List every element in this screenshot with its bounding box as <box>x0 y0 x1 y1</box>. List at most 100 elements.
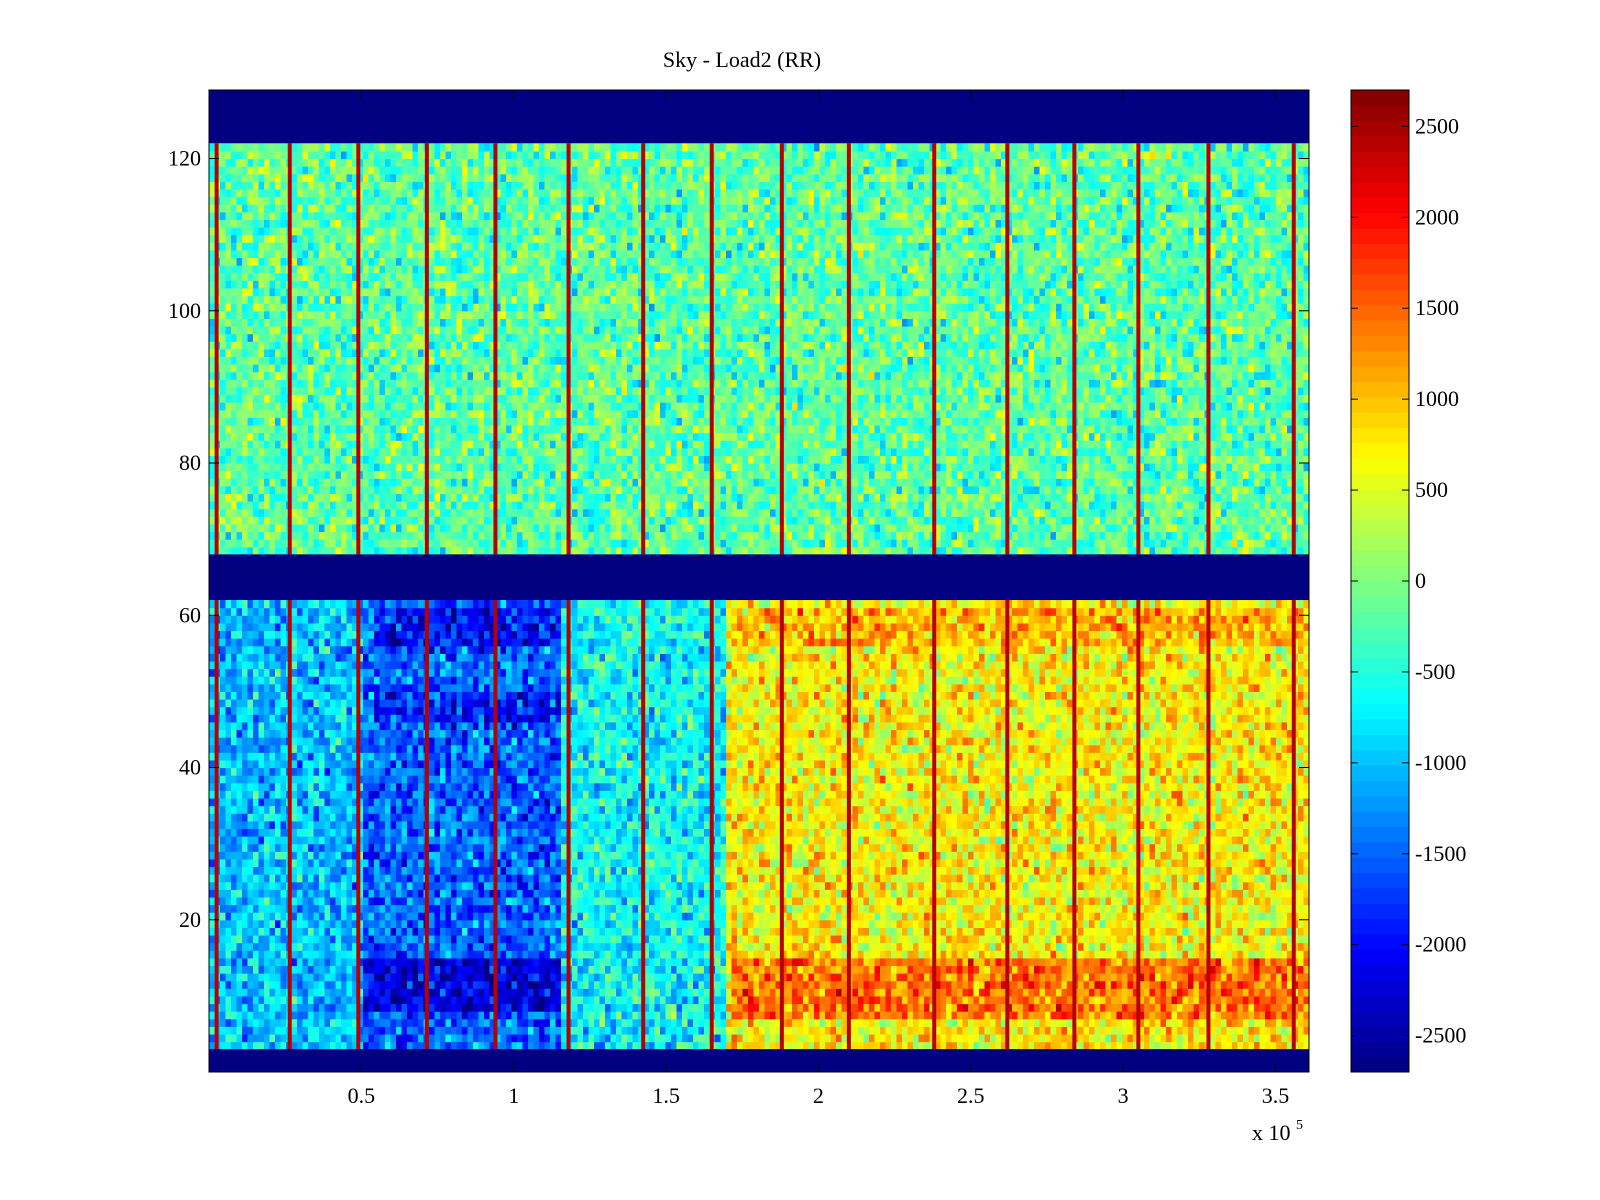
heatmap-cell <box>599 980 606 989</box>
heatmap-cell <box>885 957 892 967</box>
heatmap-cell <box>841 896 848 906</box>
heatmap-cell <box>1133 896 1140 906</box>
heatmap-cell <box>511 1033 518 1043</box>
heatmap-cell <box>1127 934 1134 944</box>
heatmap-cell <box>407 1011 414 1020</box>
heatmap-cell <box>643 889 650 898</box>
heatmap-cell <box>764 965 771 974</box>
heatmap-cell <box>1100 904 1107 913</box>
heatmap-cell <box>374 881 381 890</box>
heatmap-cell <box>1034 934 1041 944</box>
heatmap-cell <box>1100 896 1107 906</box>
heatmap-cell <box>968 957 975 967</box>
heatmap-cell <box>302 919 309 928</box>
heatmap-cell <box>396 874 403 883</box>
heatmap-cell <box>665 927 672 936</box>
heatmap-cell <box>1243 942 1250 951</box>
heatmap-cell <box>1017 889 1024 898</box>
heatmap-cell <box>506 1026 513 1035</box>
heatmap-cell <box>891 957 898 967</box>
heatmap-cell <box>1237 919 1244 928</box>
heatmap-cell <box>814 919 821 928</box>
heatmap-cell <box>1028 919 1035 928</box>
heatmap-cell <box>830 988 837 997</box>
heatmap-cell <box>984 874 991 883</box>
heatmap-cell <box>819 980 826 989</box>
heatmap-cell <box>825 1003 832 1012</box>
heatmap-cell <box>412 858 419 868</box>
heatmap-cell <box>984 1041 991 1050</box>
heatmap-cell <box>330 965 337 974</box>
heatmap-cell <box>368 934 375 944</box>
heatmap-cell <box>973 858 980 868</box>
heatmap-cell <box>874 927 881 936</box>
heatmap-cell <box>429 995 436 1005</box>
heatmap-cell <box>385 904 392 913</box>
heatmap-cell <box>478 858 485 868</box>
heatmap-cell <box>1100 973 1107 982</box>
heatmap-cell <box>302 1011 309 1020</box>
heatmap-cell <box>291 995 298 1005</box>
heatmap-cell <box>605 965 612 974</box>
heatmap-cell <box>643 1011 650 1020</box>
heatmap-cell <box>1226 889 1233 898</box>
heatmap-cell <box>885 973 892 982</box>
heatmap-cell <box>858 1033 865 1043</box>
heatmap-cell <box>374 957 381 967</box>
heatmap-cell <box>1001 927 1008 936</box>
heatmap-cell <box>1232 942 1239 951</box>
heatmap-cell <box>253 950 260 959</box>
heatmap-cell <box>594 1033 601 1043</box>
heatmap-cell <box>654 1033 661 1043</box>
heatmap-cell <box>797 1003 804 1012</box>
heatmap-cell <box>863 934 870 944</box>
heatmap-cell <box>797 980 804 989</box>
heatmap-cell <box>1259 995 1266 1005</box>
heatmap-cell <box>836 919 843 928</box>
heatmap-cell <box>407 912 414 921</box>
heatmap-cell <box>632 942 639 951</box>
heatmap-cell <box>951 904 958 913</box>
heatmap-cell <box>1182 858 1189 868</box>
heatmap-cell <box>742 858 749 868</box>
heatmap-cell <box>1083 1033 1090 1043</box>
heatmap-cell <box>781 950 788 959</box>
heatmap-cell <box>885 919 892 928</box>
heatmap-cell <box>973 1018 980 1027</box>
heatmap-cell <box>495 965 502 974</box>
heatmap-cell <box>704 1026 711 1035</box>
heatmap-cell <box>533 889 540 898</box>
heatmap-cell <box>841 1003 848 1012</box>
heatmap-cell <box>720 934 727 944</box>
heatmap-cell <box>621 973 628 982</box>
heatmap-cell <box>247 934 254 944</box>
heatmap-cell <box>698 866 705 875</box>
heatmap-cell <box>594 904 601 913</box>
heatmap-cell <box>1028 912 1035 921</box>
heatmap-cell <box>792 1003 799 1012</box>
heatmap-cell <box>1259 874 1266 883</box>
heatmap-cell <box>885 995 892 1005</box>
heatmap-cell <box>638 1033 645 1043</box>
heatmap-cell <box>1028 1033 1035 1043</box>
heatmap-cell <box>236 919 243 928</box>
heatmap-cell <box>627 1041 634 1050</box>
heatmap-cell <box>731 957 738 967</box>
heatmap-cell <box>1001 942 1008 951</box>
heatmap-cell <box>522 950 529 959</box>
heatmap-cell <box>528 1041 535 1050</box>
heatmap-cell <box>231 889 238 898</box>
heatmap-cell <box>698 889 705 898</box>
heatmap-cell <box>907 973 914 982</box>
heatmap-cell <box>1199 1026 1206 1035</box>
heatmap-cell <box>742 950 749 959</box>
heatmap-cell <box>940 896 947 906</box>
heatmap-cell <box>1160 1003 1167 1012</box>
heatmap-cell <box>1138 988 1145 997</box>
heatmap-cell <box>390 912 397 921</box>
heatmap-cell <box>225 1003 232 1012</box>
heatmap-cell <box>517 957 524 967</box>
heatmap-cell <box>209 1033 216 1043</box>
heatmap-cell <box>357 965 364 974</box>
heatmap-cell <box>363 927 370 936</box>
